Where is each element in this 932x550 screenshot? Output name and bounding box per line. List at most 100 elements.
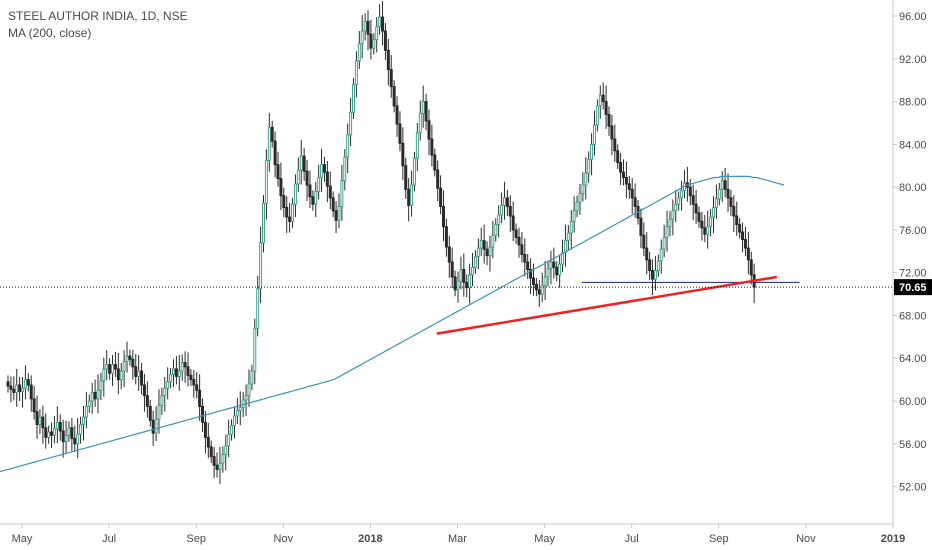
candle-body xyxy=(325,171,329,187)
candle-body xyxy=(471,266,475,276)
candle-body xyxy=(189,374,193,381)
candle-body xyxy=(244,395,248,401)
candle-body xyxy=(334,210,338,221)
candle-body xyxy=(726,188,730,199)
candle-body xyxy=(67,427,71,436)
candle-body xyxy=(717,188,721,200)
candle-body xyxy=(343,156,347,182)
candle-body xyxy=(622,171,626,179)
candle-body xyxy=(619,162,623,173)
candle-body xyxy=(653,270,657,280)
y-tick-label: 84.00 xyxy=(899,139,927,151)
candle-body xyxy=(645,247,649,261)
candle-body xyxy=(450,261,454,278)
candle-body xyxy=(96,389,100,400)
candle-body xyxy=(662,236,666,250)
candle-body xyxy=(166,381,170,389)
candle-body xyxy=(322,164,326,173)
candle-body xyxy=(697,212,701,222)
y-tick-label: 64.00 xyxy=(899,353,927,365)
candle-body xyxy=(235,410,239,417)
candle-body xyxy=(485,248,489,257)
candle-body xyxy=(706,226,710,235)
x-tick-label: 2018 xyxy=(358,533,382,545)
candle-body xyxy=(99,380,103,391)
candle-body xyxy=(154,418,158,434)
candle-body xyxy=(456,280,460,291)
candle-body xyxy=(624,177,628,185)
candle-body xyxy=(627,183,631,190)
candle-body xyxy=(357,43,361,62)
candle-body xyxy=(79,424,83,435)
x-tick-label: May xyxy=(534,533,555,545)
candle-body xyxy=(259,242,263,290)
candle-body xyxy=(598,94,602,107)
candle-body xyxy=(9,385,13,390)
candle-body xyxy=(572,210,576,222)
candle-body xyxy=(668,218,672,228)
candle-body xyxy=(738,224,742,233)
candle-body xyxy=(81,416,85,426)
candle-body xyxy=(395,105,399,125)
candle-body xyxy=(58,421,62,432)
candle-body xyxy=(15,384,19,393)
candle-body xyxy=(389,69,393,88)
candle-body xyxy=(140,370,144,386)
candle-body xyxy=(253,327,257,372)
candle-body xyxy=(665,226,669,238)
candle-body xyxy=(122,360,126,372)
x-tick-label: Jul xyxy=(102,533,116,545)
candle-body xyxy=(177,370,181,377)
candle-body xyxy=(642,234,646,249)
candle-body xyxy=(613,138,617,152)
candle-body xyxy=(526,261,530,270)
candle-body xyxy=(383,30,387,51)
candle-body xyxy=(430,138,434,156)
candle-body xyxy=(108,364,112,374)
candle-body xyxy=(192,379,196,386)
candle-body xyxy=(592,124,596,145)
candle-body xyxy=(680,189,684,199)
candle-body xyxy=(610,125,614,140)
candle-body xyxy=(595,105,599,126)
candle-body xyxy=(520,244,524,256)
candle-body xyxy=(712,206,716,218)
candle-body xyxy=(346,134,350,158)
candle-body xyxy=(543,276,547,287)
candle-body xyxy=(529,268,533,279)
candle-body xyxy=(453,276,457,291)
candle-body xyxy=(700,220,704,229)
candle-body xyxy=(113,364,117,370)
candle-body xyxy=(714,198,718,208)
candle-body xyxy=(102,368,106,382)
candle-body xyxy=(134,366,138,377)
candle-body xyxy=(473,256,477,268)
candle-body xyxy=(267,126,271,161)
candle-body xyxy=(264,159,268,204)
candle-body xyxy=(52,428,56,436)
candle-body xyxy=(505,197,509,207)
candle-body xyxy=(128,355,132,360)
candle-body xyxy=(311,196,315,205)
candle-body xyxy=(656,260,660,272)
candle-body xyxy=(514,229,518,238)
candle-body xyxy=(424,101,428,122)
candle-body xyxy=(630,188,634,199)
candle-body xyxy=(587,158,591,174)
candle-body xyxy=(105,364,109,370)
candle-body xyxy=(366,20,370,35)
candle-body xyxy=(201,405,205,423)
candle-body xyxy=(47,431,51,438)
candle-body xyxy=(137,370,141,377)
candle-body xyxy=(360,30,364,45)
candle-body xyxy=(261,202,265,244)
candle-body xyxy=(308,184,312,198)
candle-body xyxy=(444,226,448,248)
y-tick-label: 80.00 xyxy=(899,182,927,194)
candle-body xyxy=(607,113,611,127)
candle-body xyxy=(729,197,733,207)
candle-body xyxy=(552,261,556,268)
candle-body xyxy=(180,362,184,372)
